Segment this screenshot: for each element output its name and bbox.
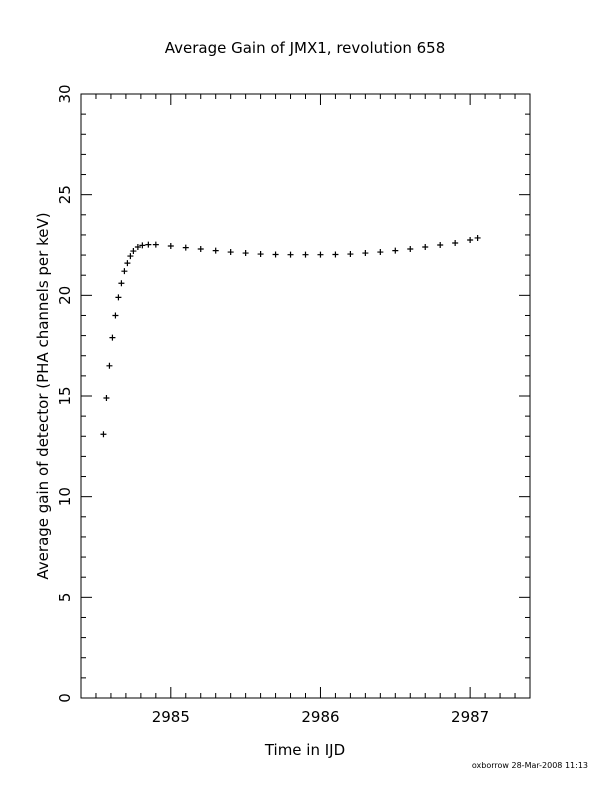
data-point (109, 334, 116, 341)
y-axis-label: Average gain of detector (PHA channels p… (34, 212, 52, 579)
y-tick-label: 10 (56, 487, 74, 506)
x-axis-label: Time in IJD (264, 741, 345, 759)
data-point (332, 251, 339, 258)
data-point (152, 241, 159, 248)
data-point (182, 244, 189, 251)
data-point (124, 260, 131, 267)
data-point (115, 294, 122, 301)
data-point (212, 247, 219, 254)
data-point (227, 249, 234, 256)
data-point (139, 242, 146, 249)
data-point (347, 251, 354, 258)
y-tick-label: 0 (56, 693, 74, 703)
data-point (272, 251, 279, 258)
data-point (134, 244, 141, 251)
y-tick-label: 20 (56, 286, 74, 305)
y-tick-label: 5 (56, 593, 74, 603)
data-point (302, 251, 309, 258)
data-point (145, 241, 152, 248)
data-point (242, 250, 249, 257)
x-axis-ticks (80, 94, 531, 698)
data-point (112, 312, 119, 319)
data-point (437, 242, 444, 248)
data-point (130, 248, 137, 255)
data-point (121, 268, 128, 275)
data-point (106, 362, 113, 369)
x-tick-label: 2985 (152, 708, 190, 726)
data-point (100, 431, 107, 438)
data-point (317, 251, 324, 258)
data-point (287, 251, 294, 258)
data-point (392, 247, 399, 254)
data-point (103, 395, 110, 402)
data-point (474, 234, 481, 241)
x-tick-label: 2987 (451, 708, 489, 726)
data-point (257, 251, 264, 258)
y-axis-tick-labels: 0 5 10 15 20 25 30 (56, 84, 74, 702)
data-point (362, 250, 369, 257)
data-point (118, 280, 125, 287)
data-point (407, 246, 414, 253)
data-point (422, 244, 429, 251)
y-tick-label: 25 (56, 185, 74, 204)
data-points (100, 234, 481, 438)
y-tick-label: 15 (56, 386, 74, 405)
y-axis-ticks (81, 93, 530, 699)
data-point (377, 249, 384, 256)
data-point (197, 246, 204, 253)
y-tick-label: 30 (56, 84, 74, 103)
data-point (167, 243, 174, 250)
chart-title: Average Gain of JMX1, revolution 658 (165, 39, 446, 57)
data-point (467, 236, 474, 243)
x-axis-tick-labels: 2985 2986 2987 (152, 708, 490, 726)
x-tick-label: 2986 (301, 708, 339, 726)
plot-frame (80, 93, 531, 699)
data-point (452, 239, 459, 246)
footer-stamp: oxborrow 28-Mar-2008 11:13 (472, 761, 588, 770)
data-point (127, 253, 134, 260)
